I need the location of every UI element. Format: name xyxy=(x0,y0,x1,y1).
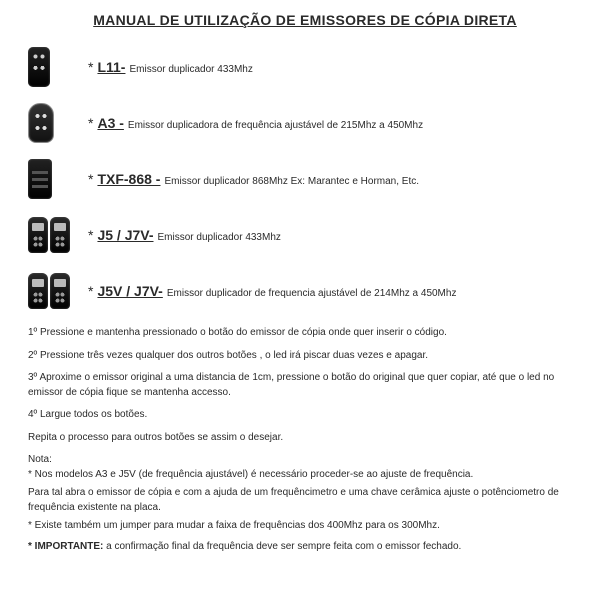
important-text: a confirmação final da frequência deve s… xyxy=(103,541,461,552)
instruction-step: 3º Aproxime o emissor original a uma dis… xyxy=(28,371,582,400)
instruction-step: Repita o processo para outros botões se … xyxy=(28,431,582,446)
product-row: *TXF-868 - Emissor duplicador 868Mhz Ex: … xyxy=(28,158,582,200)
remote-icon xyxy=(28,159,52,199)
instruction-step: 1º Pressione e mantenha pressionado o bo… xyxy=(28,326,582,341)
product-image xyxy=(28,273,88,309)
important-note: * IMPORTANTE: a confirmação final da fre… xyxy=(28,540,582,555)
product-text: *J5V / J7V- Emissor duplicador de frequen… xyxy=(88,283,456,299)
remote-icon xyxy=(50,217,70,253)
product-description: Emissor duplicador 433Mhz xyxy=(129,64,252,75)
product-image xyxy=(28,159,88,199)
instructions-block: 1º Pressione e mantenha pressionado o bo… xyxy=(28,326,582,554)
asterisk: * xyxy=(88,59,93,75)
nota-text: * Existe também um jumper para mudar a f… xyxy=(28,519,582,534)
remote-icon xyxy=(28,47,50,87)
nota-text: * Nos modelos A3 e J5V (de frequência aj… xyxy=(28,468,582,483)
product-text: *L11- Emissor duplicador 433Mhz xyxy=(88,59,253,75)
product-model: TXF-868 - xyxy=(97,171,160,187)
instruction-step: 2º Pressione três vezes qualquer dos out… xyxy=(28,349,582,364)
product-description: Emissor duplicador de frequencia ajustáv… xyxy=(167,288,457,299)
product-image xyxy=(28,103,88,143)
important-label: * IMPORTANTE: xyxy=(28,541,103,552)
product-row: *J5V / J7V- Emissor duplicador de frequen… xyxy=(28,270,582,312)
asterisk: * xyxy=(88,283,93,299)
remote-icon xyxy=(50,273,70,309)
product-row: *J5 / J7V- Emissor duplicador 433Mhz xyxy=(28,214,582,256)
product-model: J5 / J7V- xyxy=(97,227,153,243)
product-text: *TXF-868 - Emissor duplicador 868Mhz Ex: … xyxy=(88,171,419,187)
product-description: Emissor duplicadora de frequência ajustá… xyxy=(128,120,423,131)
remote-icon xyxy=(28,103,54,143)
product-text: *A3 - Emissor duplicadora de frequência a… xyxy=(88,115,423,131)
product-model: A3 - xyxy=(97,115,123,131)
product-list: *L11-Emissor duplicador 433Mhz*A3 -Emiss… xyxy=(28,46,582,312)
manual-page: MANUAL DE UTILIZAÇÃO DE EMISSORES DE CÓP… xyxy=(0,0,610,566)
asterisk: * xyxy=(88,171,93,187)
product-image xyxy=(28,217,88,253)
asterisk: * xyxy=(88,227,93,243)
remote-icon xyxy=(28,217,48,253)
product-text: *J5 / J7V- Emissor duplicador 433Mhz xyxy=(88,227,281,243)
instruction-step: 4º Largue todos os botões. xyxy=(28,408,582,423)
product-model: J5V / J7V- xyxy=(97,283,162,299)
remote-icon xyxy=(28,273,48,309)
product-model: L11- xyxy=(97,59,125,75)
product-description: Emissor duplicador 433Mhz xyxy=(158,232,281,243)
nota-text: Para tal abra o emissor de cópia e com a… xyxy=(28,486,582,515)
nota-label: Nota: xyxy=(28,453,582,468)
product-description: Emissor duplicador 868Mhz Ex: Marantec e… xyxy=(164,176,419,187)
page-title: MANUAL DE UTILIZAÇÃO DE EMISSORES DE CÓP… xyxy=(28,12,582,28)
product-row: *A3 - Emissor duplicadora de frequência a… xyxy=(28,102,582,144)
product-row: *L11- Emissor duplicador 433Mhz xyxy=(28,46,582,88)
asterisk: * xyxy=(88,115,93,131)
product-image xyxy=(28,47,88,87)
